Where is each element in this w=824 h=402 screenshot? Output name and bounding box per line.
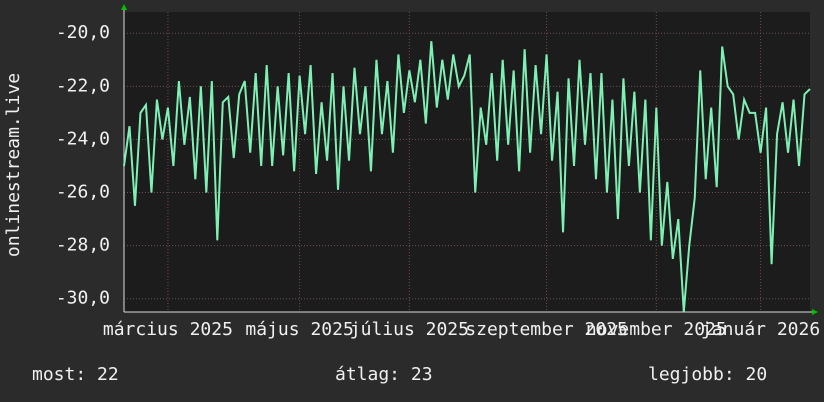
y-tick-label: -22,0 — [56, 75, 110, 96]
y-axis-label: onlinestream.live — [3, 73, 24, 257]
y-tick-label: -20,0 — [56, 22, 110, 43]
x-arrow — [812, 309, 818, 315]
x-tick-label: március 2025 — [103, 319, 233, 340]
y-tick-label: -28,0 — [56, 235, 110, 256]
footer-average: átlag: 23 — [335, 364, 433, 385]
y-tick-label: -26,0 — [56, 182, 110, 203]
x-tick-label: május 2025 — [245, 319, 353, 340]
y-tick-label: -30,0 — [56, 288, 110, 309]
x-tick-label: szeptember 2025 — [465, 319, 628, 340]
footer-current: most: 22 — [32, 364, 119, 385]
x-tick-label: november 2025 — [586, 319, 727, 340]
y-arrow — [121, 4, 127, 10]
footer-best: legjobb: 20 — [648, 364, 767, 385]
series-line — [123, 41, 811, 313]
x-tick-label: január 2026 — [701, 319, 820, 340]
x-tick-label: július 2025 — [350, 319, 469, 340]
y-tick-label: -24,0 — [56, 128, 110, 149]
